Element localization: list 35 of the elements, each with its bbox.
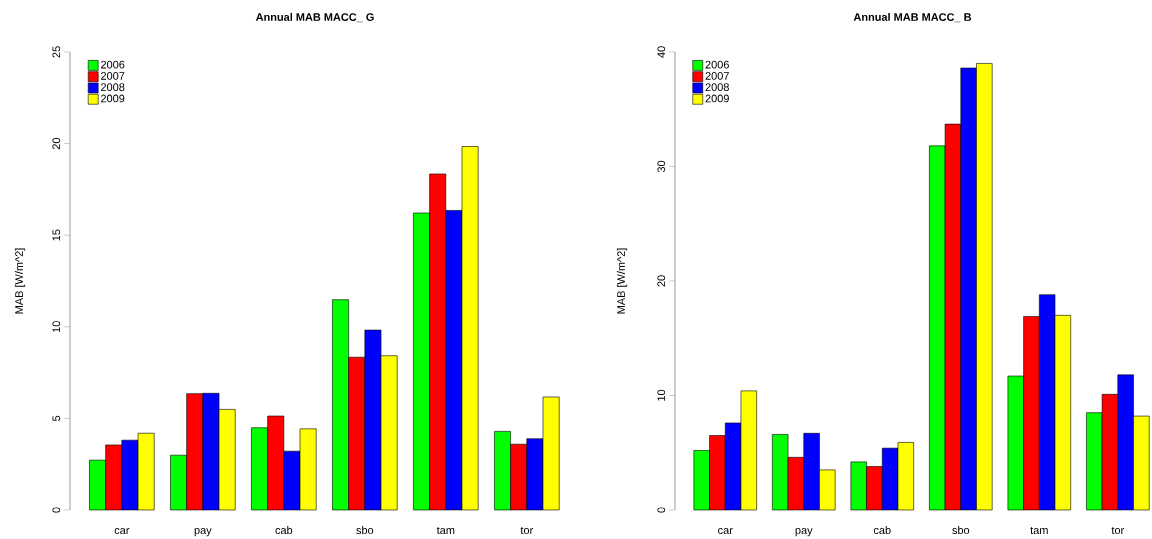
- legend-label: 2007: [101, 72, 125, 80]
- legend-label: 2006: [705, 60, 729, 69]
- y-tick-label: 25: [52, 46, 61, 58]
- legend-label: 2008: [101, 83, 125, 92]
- x-tick-label: tor: [1111, 526, 1125, 535]
- legend-label: 2008: [705, 83, 729, 92]
- y-tick-label: 20: [52, 137, 61, 150]
- x-tick-label: pay: [795, 528, 813, 537]
- y-tick-label: 0: [657, 507, 666, 513]
- y-tick-label: 40: [657, 46, 666, 58]
- x-tick-label: tam: [1030, 526, 1048, 535]
- legend-label: 2007: [705, 72, 729, 80]
- legend-label: 2009: [101, 94, 125, 103]
- x-tick-label: sbo: [356, 526, 374, 535]
- y-tick-label: 10: [52, 321, 61, 333]
- x-tick-label: tam: [436, 526, 455, 535]
- y-tick-label: 5: [52, 415, 61, 421]
- x-tick-label: cab: [275, 526, 293, 535]
- chart-title: Annual MAB MACC_ B: [853, 12, 972, 23]
- x-tick-label: tor: [520, 526, 534, 535]
- legend-label: 2009: [705, 94, 729, 103]
- x-tick-label: car: [114, 528, 130, 535]
- y-axis-title: MAB [W/m^2]: [14, 248, 26, 314]
- y-tick-label: 20: [657, 275, 666, 287]
- y-tick-label: 10: [657, 389, 666, 401]
- legend-label: 2006: [101, 60, 125, 69]
- x-tick-label: pay: [194, 528, 212, 537]
- y-tick-label: 0: [52, 507, 61, 513]
- chart-title: Annual MAB MACC_ G: [255, 12, 374, 23]
- y-tick-label: 30: [657, 160, 666, 173]
- x-tick-label: cab: [873, 526, 891, 535]
- x-tick-label: car: [718, 528, 733, 535]
- y-axis-title: MAB [W/m^2]: [616, 248, 628, 314]
- x-tick-label: sbo: [952, 526, 970, 535]
- y-tick-label: 15: [52, 229, 61, 241]
